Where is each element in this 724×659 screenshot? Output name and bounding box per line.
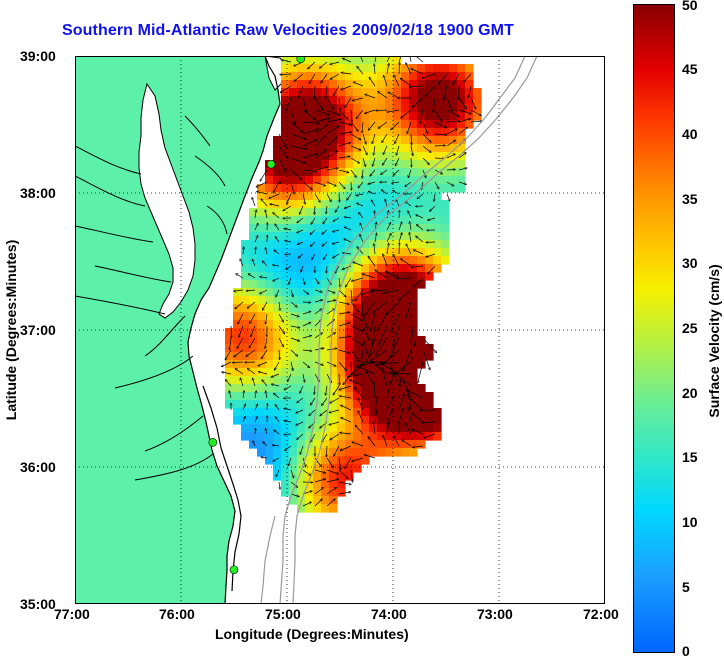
colorbar-tick-10: 10 <box>682 514 698 530</box>
colorbar-tick-5: 5 <box>682 579 690 595</box>
grid-lines <box>75 56 605 604</box>
radar-stations <box>208 56 306 575</box>
colorbar-label: Surface Velocity (cm/s) <box>706 264 722 418</box>
lon-tick-77: 77:00 <box>54 606 90 622</box>
lon-tick-72: 72:00 <box>583 606 619 622</box>
lon-tick-73: 73:00 <box>477 606 513 622</box>
lat-tick-37: 37:00 <box>20 322 56 338</box>
colorbar-tick-35: 35 <box>682 191 698 207</box>
colorbar <box>633 4 675 653</box>
y-axis-label: Latitude (Degrees:Minutes) <box>3 239 19 421</box>
colorbar-tick-25: 25 <box>682 320 698 336</box>
lat-tick-39: 39:00 <box>20 48 56 64</box>
radar-station-marker <box>296 56 306 64</box>
velocity-map[interactable] <box>75 56 605 604</box>
lat-tick-38: 38:00 <box>20 185 56 201</box>
radar-station-marker <box>229 565 239 575</box>
colorbar-tick-0: 0 <box>682 643 690 659</box>
lon-tick-75: 75:00 <box>265 606 301 622</box>
chesapeake-bay <box>138 82 196 319</box>
radar-station-marker <box>208 438 218 447</box>
lat-tick-36: 36:00 <box>20 459 56 475</box>
rivers <box>75 115 228 481</box>
land-mass <box>75 56 280 604</box>
colorbar-tick-30: 30 <box>682 255 698 271</box>
colorbar-tick-20: 20 <box>682 385 698 401</box>
lat-tick-35: 35:00 <box>20 596 56 612</box>
radar-station-marker <box>266 159 276 169</box>
map-border <box>75 56 605 604</box>
lon-tick-74: 74:00 <box>371 606 407 622</box>
page-title: Southern Mid-Atlantic Raw Velocities 200… <box>62 22 514 39</box>
bathymetry-contours <box>260 56 538 604</box>
colorbar-tick-15: 15 <box>682 449 698 465</box>
colorbar-tick-40: 40 <box>682 126 698 142</box>
colorbar-tick-45: 45 <box>682 61 698 77</box>
colorbar-tick-50: 50 <box>682 0 698 13</box>
outer-banks <box>202 385 242 592</box>
velocity-field <box>221 56 482 513</box>
coastline <box>187 56 281 604</box>
lon-tick-76: 76:00 <box>159 606 195 622</box>
x-axis-label: Longitude (Degrees:Minutes) <box>215 626 409 642</box>
